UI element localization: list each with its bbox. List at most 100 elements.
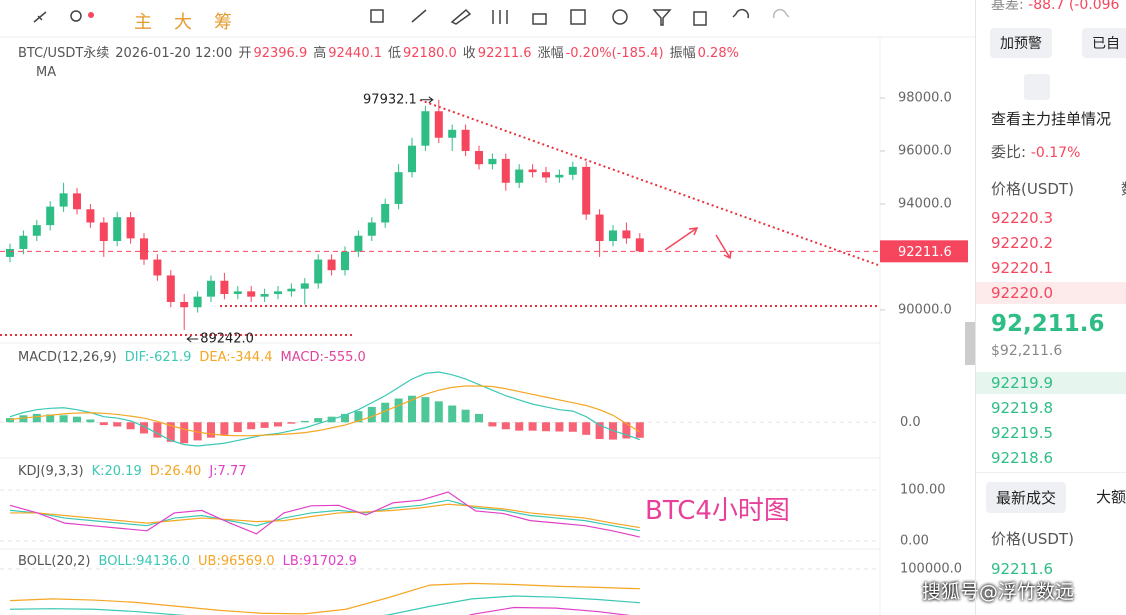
macd-bar <box>542 422 550 432</box>
trades-header: 价格(USDT) <box>991 530 1074 548</box>
toolbar-chars: 主大筹 <box>4 8 238 34</box>
book-row[interactable]: 92220.2 <box>991 234 1054 252</box>
legend-item: KDJ(9,3,3) <box>18 464 84 479</box>
toolbar-icons <box>33 8 790 26</box>
legend-item: MACD:-555.0 <box>280 350 366 365</box>
legend-item: K:20.19 <box>91 464 142 479</box>
tab-active[interactable] <box>1024 74 1050 100</box>
indicator-line <box>10 503 640 529</box>
book-row[interactable]: 92220.1 <box>991 259 1054 277</box>
last-usd: $92,211.6 <box>991 343 1063 359</box>
auto-button[interactable]: 已自 <box>1082 28 1126 58</box>
candle-body <box>46 206 55 226</box>
scroll-handle[interactable] <box>965 322 975 365</box>
macd-bar <box>582 422 591 435</box>
candle-body <box>461 129 470 151</box>
candle-body <box>86 209 95 223</box>
indicator-line <box>9 582 640 615</box>
tool-big[interactable]: 大 <box>174 12 192 33</box>
depth-link[interactable]: 查看主力挂单情况 <box>991 110 1112 128</box>
legend-item: BOLL:94136.0 <box>98 554 191 569</box>
trade-price: 92211.6 <box>991 560 1054 578</box>
book-row[interactable]: 92219.5 <box>991 424 1054 442</box>
candle-body <box>99 222 108 242</box>
candle-body <box>113 217 122 242</box>
field-value: 92396.9 <box>253 46 308 61</box>
tool-chips[interactable]: 筹 <box>214 12 232 33</box>
book-row[interactable]: 92219.9 <box>976 372 1126 394</box>
macd-bar <box>99 422 108 426</box>
macd-bar <box>19 415 28 423</box>
field-value: 0.28% <box>697 46 739 61</box>
legend-item: J:7.77 <box>209 464 247 479</box>
candle-body <box>341 251 349 271</box>
icon-pen[interactable] <box>450 8 472 25</box>
arrow-up <box>664 227 699 251</box>
candle-body <box>475 150 483 165</box>
legend-item: MACD(12,26,9) <box>18 350 117 365</box>
icon-edit[interactable] <box>570 9 586 25</box>
icon-redo <box>772 8 790 19</box>
macd-bar <box>515 422 524 431</box>
y-tick-label: 100000.0 <box>900 562 962 577</box>
ratio: 委比: -0.17% <box>991 141 1080 162</box>
book-row[interactable]: 92220.0 <box>976 282 1126 304</box>
macd-bar <box>501 422 510 430</box>
tool-main[interactable]: 主 <box>134 12 152 33</box>
ratio-label: 委比: <box>991 143 1027 161</box>
legend-item: BOLL(20,2) <box>18 554 91 569</box>
indicator-line <box>9 491 640 538</box>
large-tab[interactable]: 大额 <box>1096 488 1126 506</box>
symbol: BTC/USDT永续 <box>18 46 110 61</box>
y-tick-label: 0.00 <box>900 534 929 549</box>
trend-line[interactable] <box>419 99 879 266</box>
icon-undo[interactable] <box>732 8 750 19</box>
macd-bar <box>126 422 135 430</box>
watermark: 搜狐号@浮竹数远 <box>922 581 1075 603</box>
macd-bar <box>461 409 470 423</box>
candle-body <box>448 129 457 138</box>
icon-dot[interactable] <box>70 10 82 22</box>
candle-body <box>32 225 41 236</box>
macd-bar <box>434 401 443 423</box>
ma-legend: MA <box>36 65 62 80</box>
icon-candles[interactable] <box>492 10 508 24</box>
book-row[interactable]: 92220.3 <box>991 209 1054 227</box>
candle-body <box>180 301 189 308</box>
book-row[interactable]: 92218.6 <box>991 449 1054 467</box>
macd-bar <box>260 422 269 428</box>
field-label: 涨幅 <box>537 46 564 61</box>
basis: 基差: -88.7 (-0.096 <box>991 0 1119 14</box>
macd-bar <box>595 422 604 440</box>
candle-body <box>381 203 390 223</box>
boll-legend: BOLL(20,2) BOLL:94136.0 UB:96569.0 LB:91702… <box>18 554 365 569</box>
candle-body <box>595 214 604 242</box>
icon-line[interactable] <box>33 11 47 23</box>
candle-body <box>408 145 416 173</box>
macd-bar <box>341 413 349 423</box>
candle-body <box>354 235 363 252</box>
macd-bar <box>555 422 564 432</box>
macd-bar <box>367 406 376 423</box>
icon-lock[interactable] <box>532 13 547 25</box>
indicator-line <box>9 595 640 615</box>
candle-body <box>193 296 202 308</box>
icon-select[interactable] <box>370 9 384 23</box>
legend-item: LB:91702.9 <box>282 554 357 569</box>
icon-ruler[interactable] <box>411 9 427 23</box>
macd-bar <box>153 422 162 438</box>
book-row[interactable]: 92219.8 <box>991 399 1054 417</box>
field-label: 高 <box>313 46 327 61</box>
candle-body <box>19 235 28 249</box>
icon-magnet[interactable] <box>612 9 628 25</box>
macd-bar <box>207 422 215 438</box>
macd-bar <box>140 422 148 434</box>
candle-body <box>166 275 175 302</box>
icon-delete[interactable] <box>693 11 707 26</box>
field-value: 92211.6 <box>477 46 532 61</box>
high-label: 97932.1 <box>363 92 417 107</box>
icon-filter[interactable] <box>652 9 672 26</box>
alert-button[interactable]: 加预警 <box>990 28 1052 58</box>
trades-tab[interactable]: 最新成交 <box>986 482 1067 513</box>
